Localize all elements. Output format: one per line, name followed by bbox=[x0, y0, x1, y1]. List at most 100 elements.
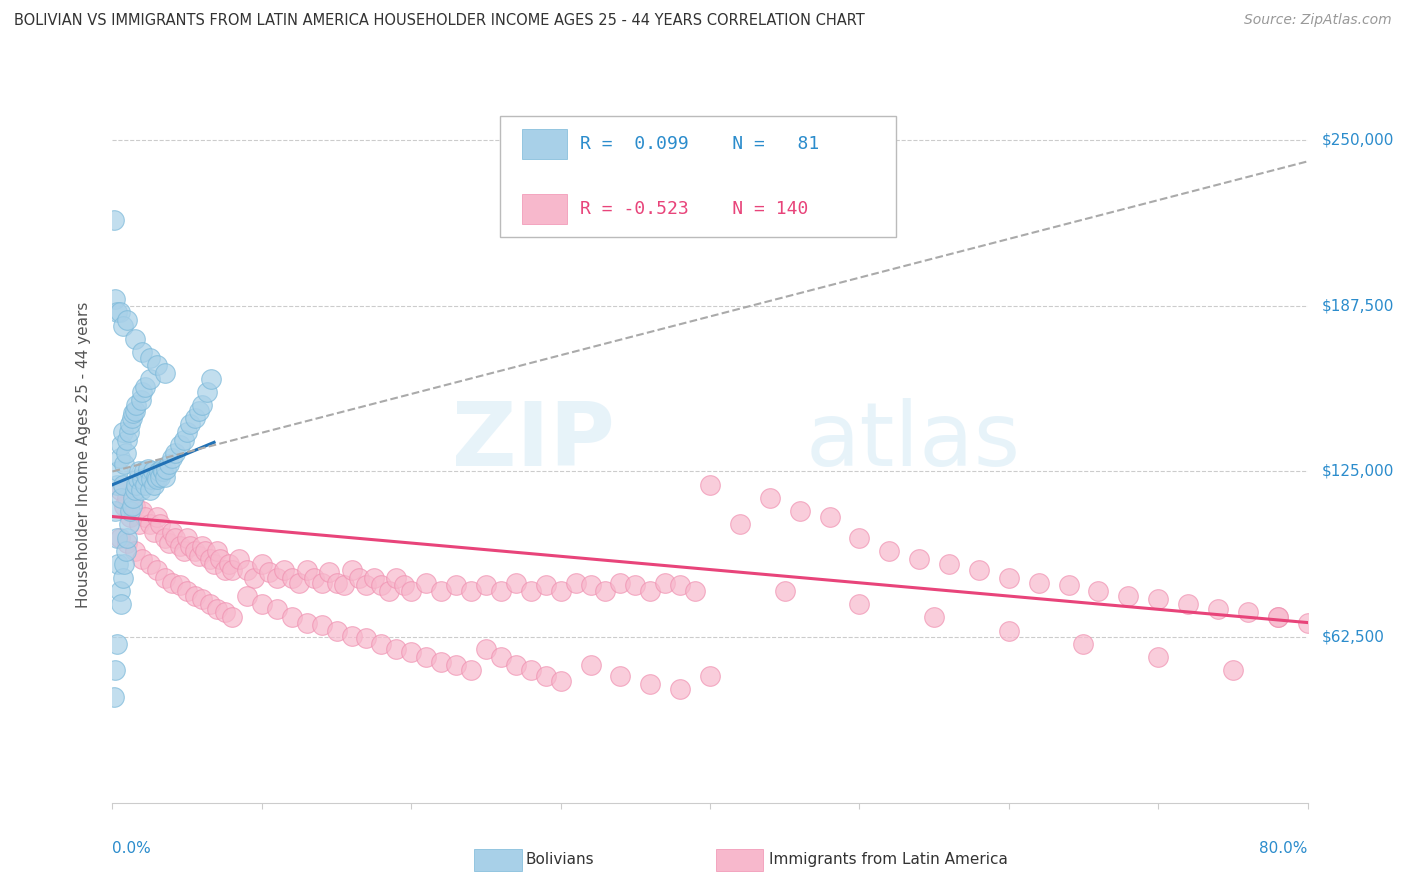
Text: 0.0%: 0.0% bbox=[112, 841, 152, 856]
Text: Immigrants from Latin America: Immigrants from Latin America bbox=[769, 853, 1008, 867]
Point bbox=[250, 597, 273, 611]
Point bbox=[340, 563, 363, 577]
Point bbox=[638, 676, 662, 690]
Point bbox=[124, 332, 146, 346]
Point bbox=[143, 525, 166, 540]
Point bbox=[505, 657, 527, 672]
Point bbox=[183, 544, 205, 558]
Point bbox=[1073, 637, 1095, 651]
Point bbox=[250, 558, 273, 572]
Point bbox=[152, 465, 174, 479]
Point bbox=[489, 583, 512, 598]
Point bbox=[669, 578, 692, 592]
Point bbox=[311, 575, 333, 590]
Point bbox=[1177, 597, 1199, 611]
Point bbox=[550, 583, 572, 598]
Point bbox=[392, 578, 415, 592]
Point bbox=[195, 384, 218, 399]
Point bbox=[110, 597, 132, 611]
Point bbox=[333, 578, 356, 592]
Point bbox=[520, 583, 543, 598]
Point bbox=[162, 525, 183, 540]
Point bbox=[183, 411, 205, 425]
Point bbox=[654, 575, 676, 590]
Point bbox=[347, 570, 370, 584]
Point bbox=[111, 318, 134, 333]
Point bbox=[122, 491, 145, 505]
Point bbox=[415, 575, 437, 590]
Point bbox=[340, 629, 363, 643]
Point bbox=[157, 536, 180, 550]
Point bbox=[356, 578, 378, 592]
Text: Source: ZipAtlas.com: Source: ZipAtlas.com bbox=[1244, 13, 1392, 28]
Point bbox=[149, 517, 172, 532]
Point bbox=[128, 517, 150, 532]
Point bbox=[111, 570, 134, 584]
Point bbox=[108, 305, 131, 319]
Point bbox=[198, 552, 221, 566]
Point bbox=[169, 539, 191, 553]
Point bbox=[120, 509, 142, 524]
Point bbox=[221, 610, 243, 624]
Point bbox=[908, 552, 931, 566]
Point bbox=[117, 433, 139, 447]
Point bbox=[295, 563, 318, 577]
Point bbox=[111, 477, 134, 491]
Point bbox=[318, 565, 340, 579]
Point bbox=[162, 451, 183, 466]
Point bbox=[401, 645, 423, 659]
Point bbox=[165, 446, 187, 460]
Point bbox=[214, 605, 236, 619]
Point bbox=[759, 491, 782, 505]
Point bbox=[534, 668, 557, 682]
Point bbox=[110, 491, 132, 505]
Point bbox=[145, 470, 167, 484]
Point bbox=[108, 583, 131, 598]
Point bbox=[162, 575, 183, 590]
Point bbox=[967, 563, 990, 577]
Point bbox=[131, 504, 153, 518]
Point bbox=[124, 403, 146, 417]
Point bbox=[609, 575, 631, 590]
Point bbox=[1267, 610, 1289, 624]
Point bbox=[153, 570, 176, 584]
Point bbox=[728, 517, 751, 532]
Point bbox=[624, 578, 647, 592]
Point bbox=[1147, 650, 1170, 665]
Point bbox=[475, 642, 498, 657]
Point bbox=[105, 477, 128, 491]
Point bbox=[125, 477, 148, 491]
Point bbox=[1087, 583, 1109, 598]
Point bbox=[205, 544, 228, 558]
Point bbox=[378, 583, 401, 598]
Point bbox=[110, 438, 132, 452]
Text: $62,500: $62,500 bbox=[1322, 630, 1385, 645]
Point bbox=[131, 345, 153, 359]
Point bbox=[191, 539, 214, 553]
Point bbox=[150, 462, 173, 476]
Point bbox=[131, 472, 153, 486]
Point bbox=[124, 483, 146, 497]
Point bbox=[128, 465, 150, 479]
Point bbox=[157, 457, 180, 471]
Point bbox=[105, 305, 128, 319]
Point bbox=[699, 668, 721, 682]
Point bbox=[153, 531, 176, 545]
Point bbox=[295, 615, 318, 630]
Point bbox=[191, 591, 214, 606]
Point bbox=[104, 663, 127, 677]
Point bbox=[121, 499, 143, 513]
Point bbox=[534, 578, 557, 592]
Point bbox=[176, 583, 198, 598]
Point bbox=[114, 457, 135, 471]
Point bbox=[169, 438, 191, 452]
Text: R = -0.523    N = 140: R = -0.523 N = 140 bbox=[581, 200, 808, 218]
Point bbox=[998, 570, 1021, 584]
Point bbox=[579, 657, 602, 672]
Text: $187,500: $187,500 bbox=[1322, 298, 1393, 313]
Point bbox=[143, 477, 166, 491]
Point bbox=[114, 499, 135, 513]
Point bbox=[266, 570, 288, 584]
Point bbox=[139, 372, 162, 386]
Point bbox=[153, 470, 176, 484]
